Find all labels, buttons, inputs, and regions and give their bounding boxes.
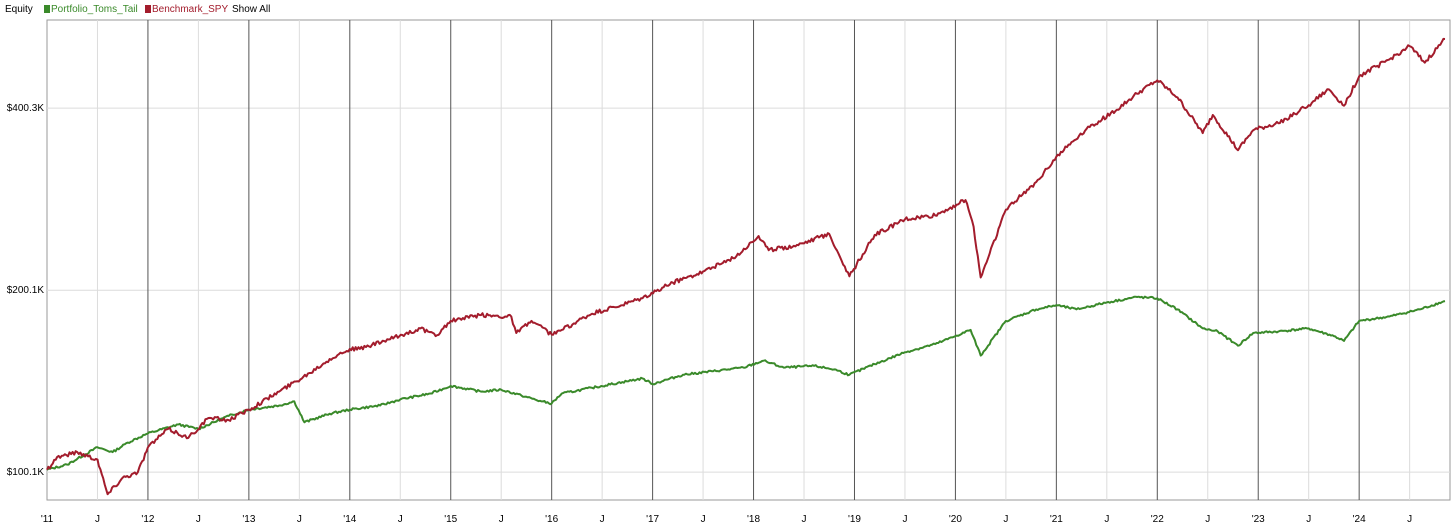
x-tick-label: '15 xyxy=(444,514,457,525)
x-tick-label: J xyxy=(499,514,504,525)
x-tick-label: '19 xyxy=(848,514,861,525)
x-tick-label: J xyxy=(902,514,907,525)
x-tick-label: J xyxy=(297,514,302,525)
y-tick-label: $200.1K xyxy=(7,285,45,296)
x-tick-label: J xyxy=(600,514,605,525)
x-tick-label: J xyxy=(1407,514,1412,525)
x-tick-label: '23 xyxy=(1252,514,1265,525)
x-tick-label: '12 xyxy=(141,514,154,525)
legend-swatch-benchmark xyxy=(145,5,151,13)
x-tick-label: J xyxy=(1104,514,1109,525)
x-tick-label: '16 xyxy=(545,514,558,525)
series xyxy=(46,37,1446,496)
x-axis-labels: '11 J '12 J '13 J '14 J '15 J '16 J '17 J '18 J '19 J '20 J… xyxy=(41,514,1412,525)
legend: Equity Portfolio_Toms_Tail Benchmark_SPY… xyxy=(5,4,270,15)
x-tick-label: J xyxy=(1003,514,1008,525)
show-all-button[interactable]: Show All xyxy=(232,4,270,15)
x-tick-label: J xyxy=(398,514,403,525)
x-tick-label: J xyxy=(701,514,706,525)
x-tick-label: J xyxy=(802,514,807,525)
x-tick-label: '24 xyxy=(1353,514,1366,525)
x-tick-label: '13 xyxy=(242,514,255,525)
y-tick-label: $400.3K xyxy=(7,103,45,114)
plot-area xyxy=(46,19,1451,501)
y-axis-labels: $100.1K $200.1K $400.3K xyxy=(7,103,45,478)
legend-item-portfolio[interactable]: Portfolio_Toms_Tail xyxy=(51,4,138,15)
legend-swatch-portfolio xyxy=(44,5,50,13)
x-tick-label: J xyxy=(196,514,201,525)
y-tick-label: $100.1K xyxy=(7,467,45,478)
x-tick-label: J xyxy=(1306,514,1311,525)
x-tick-label: J xyxy=(1205,514,1210,525)
grid xyxy=(47,20,1450,500)
x-tick-label: '17 xyxy=(646,514,659,525)
series-line-benchmark xyxy=(46,37,1446,496)
plot-border xyxy=(46,19,1451,501)
chart-title: Equity xyxy=(5,4,33,15)
x-tick-label: J xyxy=(95,514,100,525)
x-tick-label: '20 xyxy=(949,514,962,525)
x-tick-label: '14 xyxy=(343,514,356,525)
x-tick-label: '22 xyxy=(1151,514,1164,525)
x-tick-label: '18 xyxy=(747,514,760,525)
x-tick-label: '11 xyxy=(41,514,54,525)
series-line-portfolio xyxy=(46,295,1446,471)
x-tick-label: '21 xyxy=(1050,514,1063,525)
legend-item-benchmark[interactable]: Benchmark_SPY xyxy=(152,4,228,15)
